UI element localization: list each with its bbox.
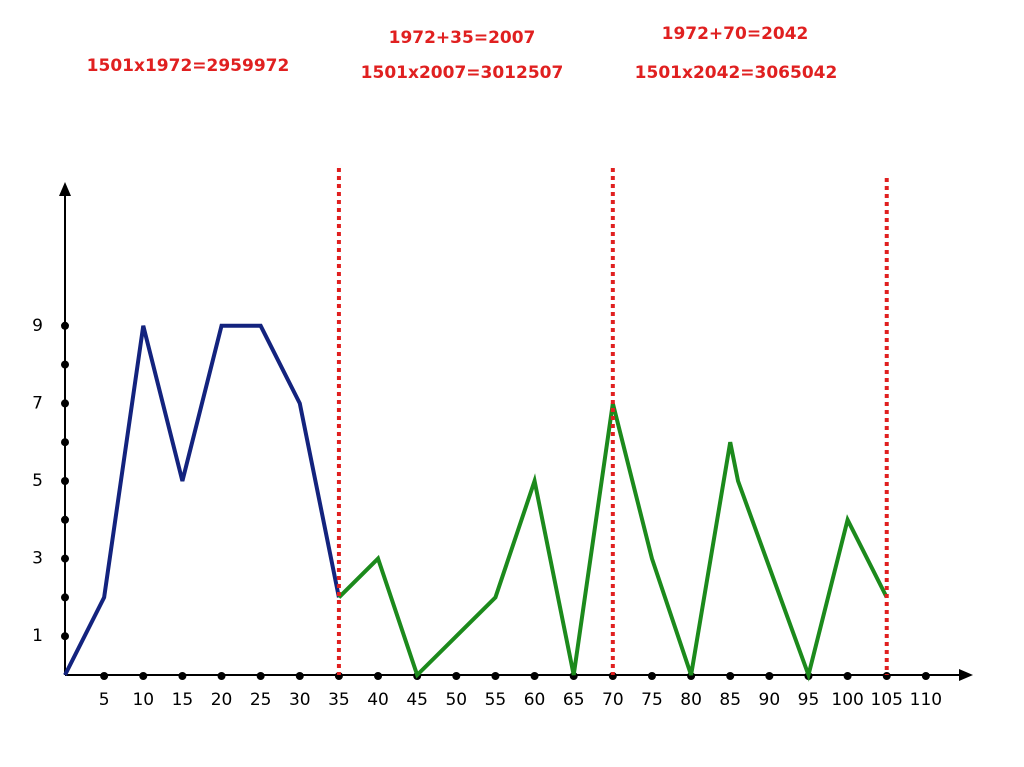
x-tick-label: 45 bbox=[406, 690, 428, 710]
y-minor-tick-dot bbox=[61, 515, 69, 524]
x-tick-label: 20 bbox=[211, 690, 233, 710]
y-axis-arrow bbox=[59, 182, 71, 196]
x-tick-label: 110 bbox=[910, 690, 942, 710]
y-minor-tick-dot bbox=[61, 360, 69, 369]
x-tick-dot bbox=[374, 672, 383, 680]
x-tick-label: 100 bbox=[831, 690, 863, 710]
annotation: 1501x2042=3065042 bbox=[635, 63, 838, 83]
x-tick-label: 40 bbox=[367, 690, 389, 710]
x-tick-dot bbox=[491, 672, 500, 680]
y-tick-dot bbox=[61, 632, 69, 641]
x-tick-dot bbox=[452, 672, 461, 680]
y-tick-dot bbox=[61, 321, 69, 330]
x-tick-dot bbox=[647, 672, 656, 680]
x-tick-label: 90 bbox=[759, 690, 781, 710]
y-tick-dot bbox=[61, 399, 69, 408]
x-tick-dot bbox=[726, 672, 735, 680]
annotation: 1501x1972=2959972 bbox=[87, 56, 290, 76]
x-tick-dot bbox=[843, 672, 852, 680]
y-tick-label: 3 bbox=[32, 549, 43, 569]
x-tick-label: 15 bbox=[172, 690, 194, 710]
annotation: 1501x2007=3012507 bbox=[361, 63, 564, 83]
y-tick-label: 5 bbox=[32, 471, 43, 491]
x-tick-label: 30 bbox=[289, 690, 311, 710]
x-tick-label: 10 bbox=[132, 690, 154, 710]
x-tick-dot bbox=[921, 672, 930, 680]
y-tick-label: 9 bbox=[32, 316, 43, 336]
x-tick-label: 5 bbox=[99, 690, 110, 710]
data-line bbox=[63, 323, 341, 676]
x-tick-dot bbox=[256, 672, 265, 680]
x-tick-dot bbox=[139, 672, 148, 680]
x-tick-label: 55 bbox=[485, 690, 507, 710]
x-tick-label: 70 bbox=[602, 690, 624, 710]
y-tick-label: 7 bbox=[32, 393, 43, 413]
x-tick-label: 80 bbox=[680, 690, 702, 710]
x-tick-label: 25 bbox=[250, 690, 272, 710]
annotation: 1972+70=2042 bbox=[662, 24, 809, 44]
x-tick-label: 50 bbox=[445, 690, 467, 710]
y-tick-dot bbox=[61, 477, 69, 485]
x-tick-label: 105 bbox=[871, 690, 903, 710]
y-minor-tick-dot bbox=[61, 438, 69, 447]
x-tick-label: 95 bbox=[798, 690, 820, 710]
x-tick-label: 60 bbox=[524, 690, 546, 710]
x-tick-dot bbox=[765, 672, 774, 680]
x-tick-dot bbox=[217, 672, 226, 680]
x-tick-label: 35 bbox=[328, 690, 350, 710]
y-minor-tick-dot bbox=[61, 593, 69, 602]
x-tick-dot bbox=[530, 672, 539, 680]
y-tick-label: 1 bbox=[32, 626, 43, 646]
x-tick-dot bbox=[295, 672, 304, 680]
x-tick-label: 65 bbox=[563, 690, 585, 710]
x-tick-label: 85 bbox=[719, 690, 741, 710]
x-tick-label: 75 bbox=[641, 690, 663, 710]
x-axis-arrow bbox=[959, 669, 973, 681]
x-tick-dot bbox=[178, 672, 187, 680]
annotation: 1972+35=2007 bbox=[389, 28, 536, 48]
y-tick-dot bbox=[61, 554, 69, 563]
x-tick-dot bbox=[882, 672, 891, 680]
x-tick-dot bbox=[100, 672, 109, 680]
